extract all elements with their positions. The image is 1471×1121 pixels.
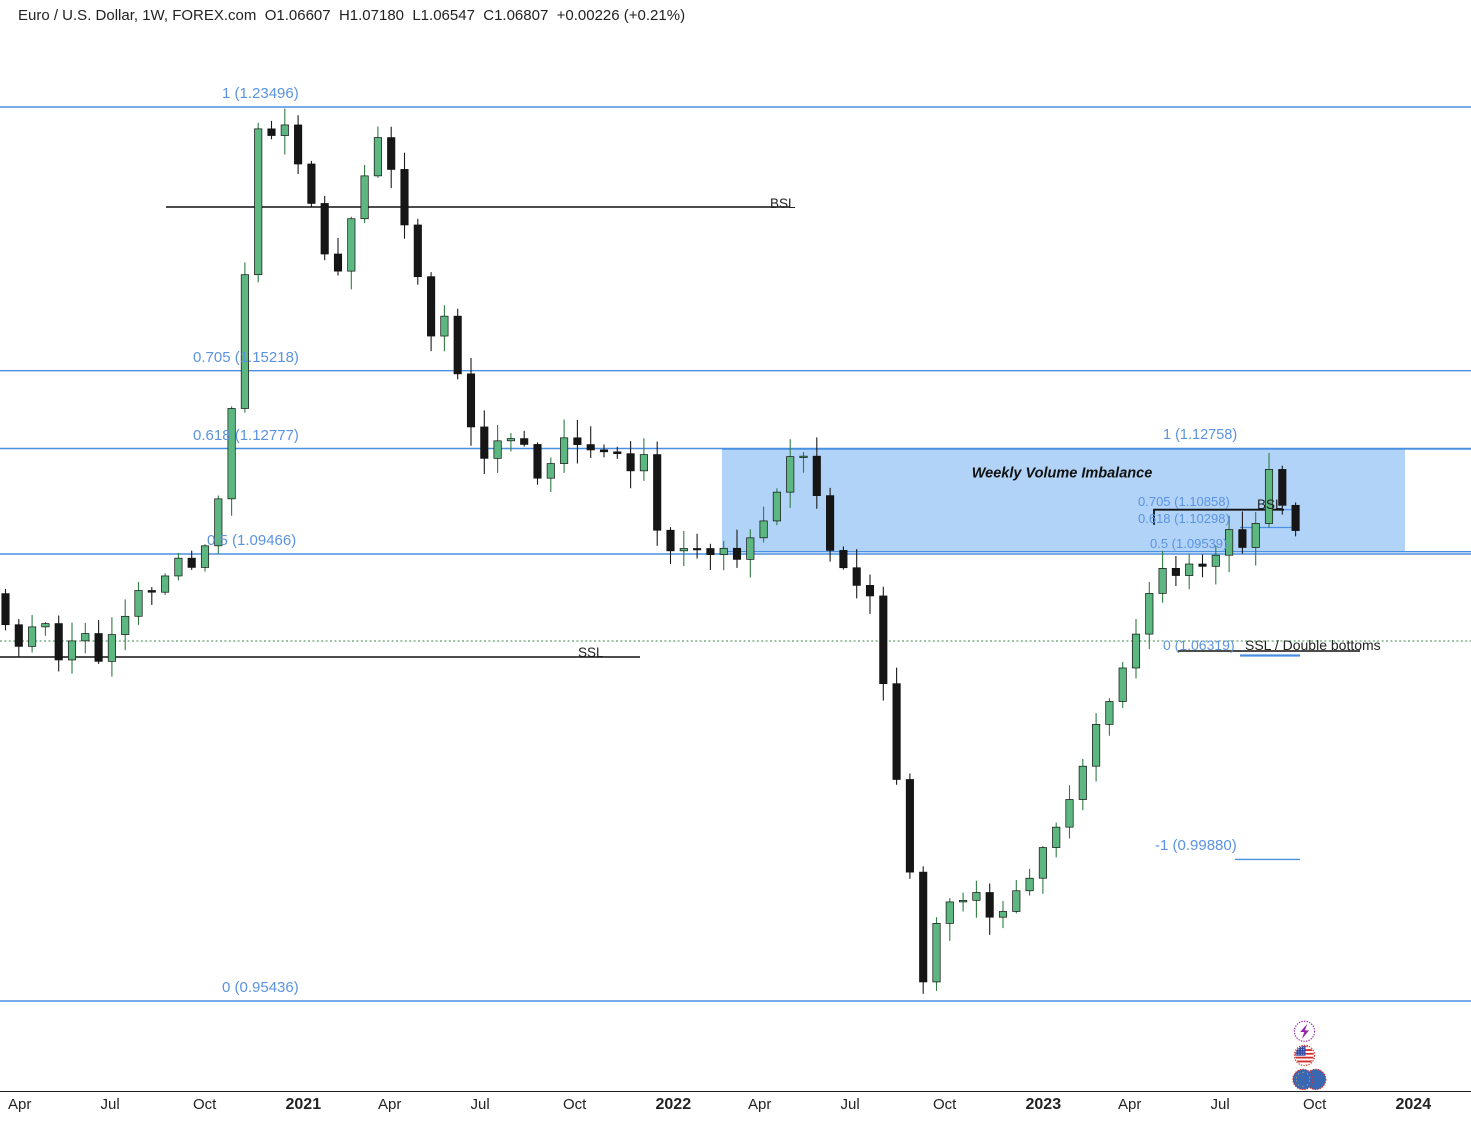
svg-text:Weekly Volume Imbalance: Weekly Volume Imbalance [972,466,1153,482]
